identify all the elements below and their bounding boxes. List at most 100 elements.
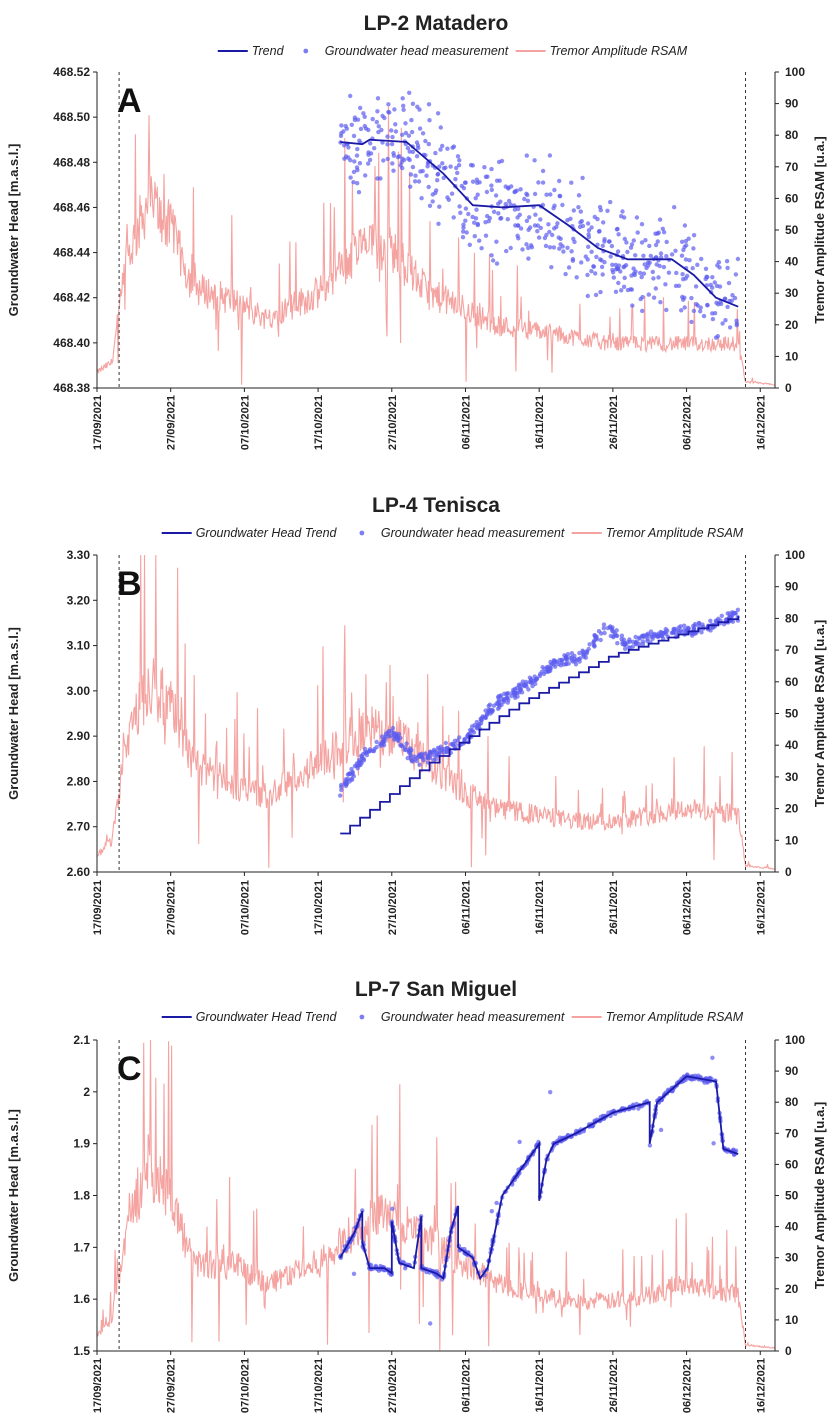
measurement-point: [348, 93, 353, 99]
left-tick-label: 2.60: [67, 865, 91, 879]
measurement-point: [580, 175, 585, 181]
measurement-point: [632, 272, 637, 278]
chart-title: LP-7 San Miguel: [355, 978, 517, 1001]
measurement-point: [534, 676, 539, 682]
measurement-point: [474, 719, 480, 725]
measurement-point: [679, 308, 684, 313]
measurement-point: [374, 739, 379, 745]
measurement-point: [535, 229, 540, 234]
measurement-point: [453, 177, 458, 182]
measurement-point: [484, 712, 490, 718]
measurement-point: [355, 146, 360, 152]
measurement-point: [711, 1141, 716, 1146]
measurement-point: [615, 249, 621, 254]
measurement-point: [591, 643, 597, 648]
measurement-point: [602, 260, 607, 265]
measurement-point: [557, 194, 563, 199]
measurement-point: [367, 748, 373, 753]
measurement-point: [653, 242, 659, 248]
measurement-point: [591, 264, 596, 269]
measurement-point: [520, 247, 525, 252]
measurement-point: [549, 265, 554, 270]
measurement-point: [723, 296, 728, 301]
measurement-point: [615, 226, 620, 232]
legend-label: Groundwater Head Trend: [196, 1010, 338, 1024]
left-tick-label: 1.8: [73, 1189, 90, 1203]
measurement-point: [516, 682, 522, 687]
measurement-point: [542, 235, 548, 241]
measurement-point: [463, 206, 469, 211]
measurement-point: [730, 293, 735, 298]
measurement-point: [372, 146, 377, 151]
measurement-point: [577, 224, 583, 230]
measurement-point: [639, 222, 645, 227]
measurement-point: [455, 154, 461, 159]
measurement-point: [581, 649, 586, 654]
measurement-point: [472, 723, 477, 728]
measurement-point: [642, 262, 647, 267]
x-tick-label: 17/09/2021: [92, 395, 104, 450]
measurement-point: [726, 280, 732, 286]
measurement-point: [489, 166, 494, 172]
measurement-point: [382, 739, 387, 744]
measurement-point: [435, 753, 440, 758]
measurement-point: [408, 172, 414, 177]
measurement-point: [417, 762, 422, 767]
measurement-point: [669, 252, 675, 257]
right-tick-label: 10: [785, 833, 799, 847]
x-tick-label: 16/11/2021: [534, 395, 546, 449]
measurement-point: [589, 249, 594, 254]
measurement-point: [438, 147, 443, 152]
measurement-point: [498, 199, 503, 204]
x-tick-label: 27/10/2021: [387, 1358, 399, 1413]
measurement-point: [585, 272, 590, 278]
measurement-point: [524, 242, 529, 247]
measurement-point: [696, 624, 702, 629]
measurement-point: [413, 756, 418, 762]
measurement-point: [564, 657, 570, 662]
measurement-point: [703, 266, 709, 271]
measurement-point: [651, 295, 657, 300]
measurement-point: [388, 733, 394, 738]
measurement-point: [526, 245, 531, 251]
measurement-points: [338, 90, 741, 340]
measurement-point: [358, 126, 364, 132]
measurement-point: [578, 209, 583, 214]
right-tick-label: 90: [785, 1064, 799, 1078]
measurement-point: [421, 758, 426, 763]
measurement-point: [457, 735, 462, 740]
right-tick-label: 100: [785, 548, 805, 562]
measurement-point: [631, 238, 636, 243]
measurement-point: [669, 630, 675, 636]
measurement-point: [367, 157, 373, 163]
measurement-point: [410, 164, 416, 170]
measurement-point: [656, 275, 661, 280]
measurement-point: [466, 211, 471, 217]
measurement-point: [496, 211, 501, 216]
measurement-point: [355, 181, 360, 186]
measurement-point: [622, 236, 627, 242]
measurement-point: [577, 659, 582, 664]
measurement-point: [508, 202, 513, 207]
x-tick-label: 27/09/2021: [166, 880, 178, 935]
measurement-point: [647, 260, 652, 265]
measurement-point: [409, 129, 415, 135]
measurement-point: [729, 298, 734, 303]
measurement-point: [633, 253, 638, 258]
measurement-point: [622, 215, 627, 220]
measurement-point: [390, 161, 395, 166]
measurement-point: [448, 164, 453, 169]
measurement-point: [440, 143, 445, 149]
measurement-point: [351, 133, 357, 139]
measurement-point: [657, 217, 663, 222]
measurement-point: [548, 1090, 553, 1095]
measurement-point: [470, 179, 476, 184]
measurement-point: [484, 189, 490, 195]
measurement-point: [713, 335, 719, 340]
measurement-point: [407, 90, 412, 96]
measurement-point: [705, 302, 710, 308]
x-tick-label: 17/09/2021: [92, 880, 104, 935]
measurement-point: [530, 683, 535, 689]
measurement-point: [547, 153, 553, 158]
measurement-point: [457, 204, 462, 209]
